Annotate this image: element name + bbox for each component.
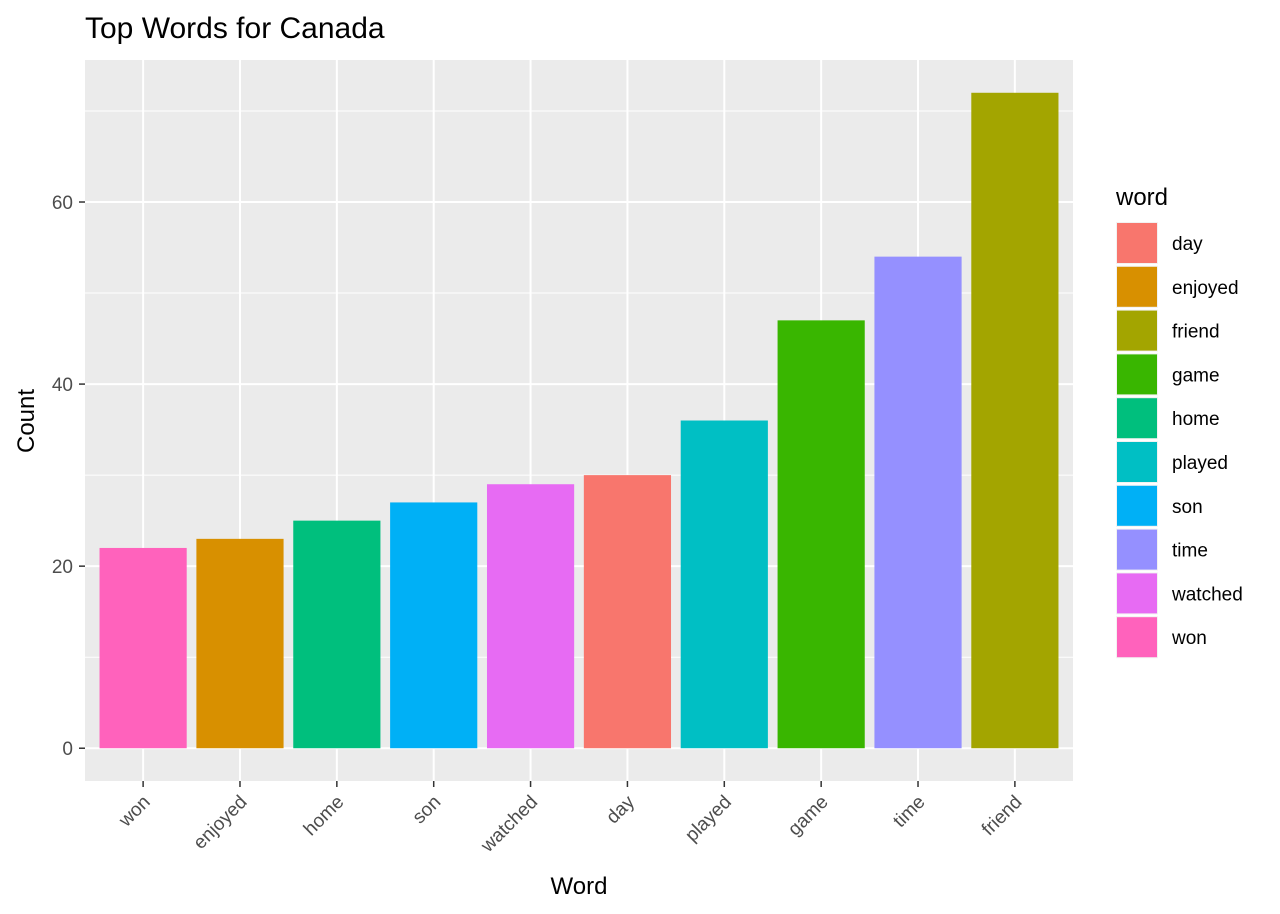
bar-won [99, 547, 187, 749]
x-tick-label-home: home [300, 792, 348, 840]
bar-day [583, 475, 672, 749]
chart-title: Top Words for Canada [85, 12, 385, 45]
y-tick-label: 40 [52, 375, 73, 396]
legend-label-time: time [1172, 541, 1208, 562]
x-tick-label-friend: friend [978, 792, 1026, 840]
legend-label-friend: friend [1172, 322, 1220, 343]
x-tick-label-played: played [681, 792, 735, 846]
x-axis-title: Word [551, 873, 608, 900]
x-tick-label-son: son [409, 792, 446, 829]
x-tick-label-won: won [114, 792, 154, 832]
y-tick-label: 20 [52, 557, 73, 578]
legend-swatch-won [1117, 617, 1157, 658]
bar-friend [971, 92, 1059, 749]
legend-label-won: won [1171, 628, 1207, 649]
bar-son [390, 502, 478, 749]
legend-swatch-enjoyed [1117, 266, 1157, 307]
legend-swatch-watched [1117, 573, 1157, 614]
legend-title: word [1115, 184, 1168, 211]
legend-swatch-home [1117, 398, 1157, 439]
legend: word day enjoyed friend game home played son ti… [1115, 184, 1243, 659]
y-axis-title: Count [13, 389, 40, 453]
bar-time [874, 256, 962, 749]
legend-swatch-son [1117, 485, 1157, 526]
y-tick-label: 0 [62, 739, 73, 760]
legend-label-game: game [1172, 365, 1220, 386]
legend-swatch-game [1117, 354, 1157, 395]
legend-label-day: day [1172, 234, 1203, 255]
legend-label-son: son [1172, 497, 1203, 518]
x-tick-label-time: time [889, 792, 929, 832]
legend-label-played: played [1172, 453, 1228, 474]
bars [99, 92, 1059, 749]
x-tick-label-game: game [784, 792, 832, 840]
legend-swatch-played [1117, 442, 1157, 482]
bar-enjoyed [196, 538, 284, 749]
legend-label-watched: watched [1171, 584, 1243, 605]
legend-swatch-friend [1117, 310, 1157, 351]
x-tick-label-enjoyed: enjoyed [190, 792, 252, 854]
legend-label-enjoyed: enjoyed [1172, 278, 1239, 299]
legend-label-home: home [1172, 409, 1220, 430]
x-tick-label-day: day [602, 791, 639, 828]
x-axis: won enjoyed home son watched day played game tim… [114, 781, 1026, 857]
bar-home [293, 520, 381, 749]
bar-game [777, 320, 865, 749]
bar-played [680, 420, 768, 749]
y-tick-label: 60 [52, 193, 73, 214]
x-tick-label-watched: watched [476, 792, 542, 858]
legend-swatch-day [1117, 223, 1157, 263]
legend-swatch-time [1117, 529, 1157, 570]
bar-watched [486, 484, 575, 749]
y-axis: 0 20 40 60 [52, 193, 85, 760]
